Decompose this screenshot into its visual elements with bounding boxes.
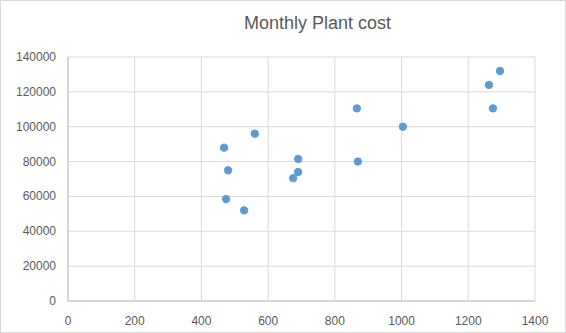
chart-svg: Monthly Plant cost 0 20000 40000 60000 80000 1… [0, 0, 566, 333]
scatter-point [222, 195, 229, 202]
y-axis-line [68, 57, 69, 301]
x-grid-line [268, 57, 269, 301]
x-tick-label: 800 [325, 314, 345, 328]
y-tick-label: 20000 [23, 259, 57, 273]
scatter-point [496, 67, 503, 74]
chart-border [1, 1, 566, 333]
y-grid-line [68, 91, 535, 92]
scatter-point [240, 207, 247, 214]
y-grid-line [68, 301, 535, 302]
x-tick-label: 0 [65, 314, 72, 328]
chart-title: Monthly Plant cost [244, 13, 391, 33]
chart-container: Monthly Plant cost 0 20000 40000 60000 80000 1… [0, 0, 566, 333]
scatter-point [354, 158, 361, 165]
scatter-point [294, 168, 301, 175]
y-tick-label: 0 [49, 294, 56, 308]
y-tick-label: 120000 [16, 85, 56, 99]
points [220, 67, 503, 214]
scatter-point [489, 105, 496, 112]
scatter-point [399, 123, 406, 130]
y-grid-line [68, 231, 535, 232]
x-grid-line [468, 57, 469, 301]
y-tick-label: 100000 [16, 120, 56, 134]
scatter-point [289, 174, 296, 181]
x-tick-label: 200 [125, 314, 145, 328]
x-tick-label: 400 [191, 314, 211, 328]
y-grid-line [68, 57, 535, 58]
x-grid-line [401, 57, 402, 301]
y-tick-label: 80000 [23, 155, 57, 169]
x-tick-label: 1000 [388, 314, 415, 328]
y-tick-label: 60000 [23, 189, 57, 203]
x-axis-line [68, 301, 535, 302]
y-grid-line [68, 126, 535, 127]
scatter-point [294, 155, 301, 162]
x-tick-label: 1400 [522, 314, 549, 328]
y-tick-label: 40000 [23, 224, 57, 238]
grid [68, 57, 535, 301]
scatter-point [353, 105, 360, 112]
scatter-point [251, 130, 258, 137]
x-grid-line [535, 57, 536, 301]
x-grid-line [68, 57, 69, 301]
x-grid-line [134, 57, 135, 301]
x-grid-line [201, 57, 202, 301]
scatter-point [485, 81, 492, 88]
scatter-point [220, 144, 227, 151]
y-grid-line [68, 266, 535, 267]
scatter-point [224, 167, 231, 174]
y-grid-line [68, 196, 535, 197]
x-tick-label: 600 [258, 314, 278, 328]
x-tick-label: 1200 [455, 314, 482, 328]
x-grid-line [334, 57, 335, 301]
y-tick-label: 140000 [16, 50, 56, 64]
